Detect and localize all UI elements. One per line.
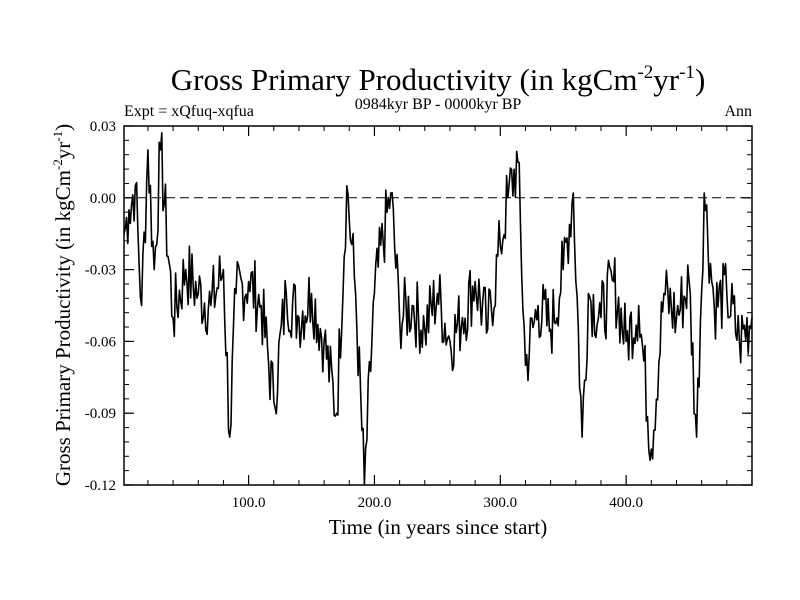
x-tick-label: 100.0 [232, 495, 266, 511]
y-axis-label: Gross Primary Productivity (in kgCm-2yr-… [50, 124, 75, 486]
series-group [123, 132, 753, 486]
chart-title: Gross Primary Productivity (in kgCm-2yr-… [171, 62, 706, 97]
y-tick-label: -0.03 [85, 263, 116, 279]
plot-frame [123, 125, 753, 486]
x-axis: 100.0 200.0 300.0 400.0 [147, 126, 728, 511]
subtitle-left: Expt = xQfuq-xqfua [124, 103, 254, 120]
subtitle-center: 0984kyr BP - 0000kyr BP [355, 96, 522, 113]
y-tick-label: -0.09 [85, 406, 116, 422]
x-tick-label: 300.0 [483, 495, 517, 511]
x-tick-label: 400.0 [609, 495, 643, 511]
subtitle-right: Ann [724, 103, 752, 120]
y-tick-label: -0.12 [85, 478, 116, 494]
series-line [123, 132, 753, 486]
y-tick-label: 0.00 [90, 191, 116, 207]
x-axis-label: Time (in years since start) [329, 515, 548, 539]
y-tick-label: -0.06 [85, 334, 117, 350]
y-tick-label: 0.03 [90, 119, 116, 135]
x-tick-label: 200.0 [358, 495, 392, 511]
